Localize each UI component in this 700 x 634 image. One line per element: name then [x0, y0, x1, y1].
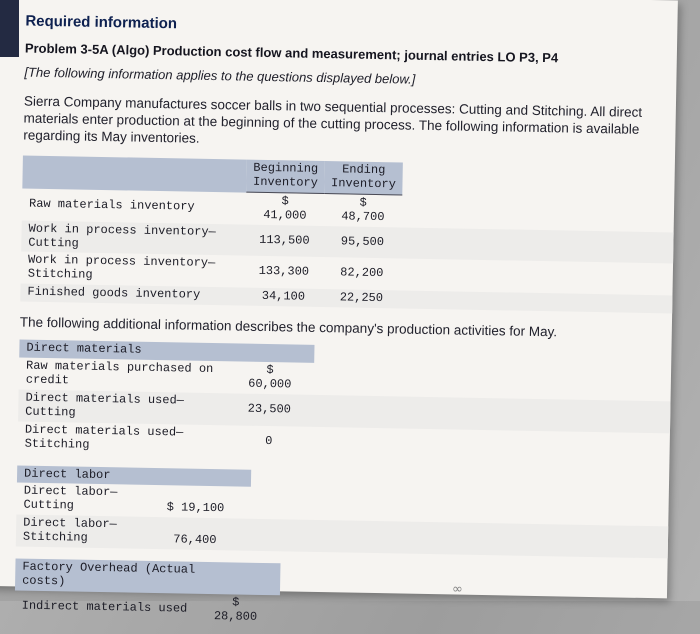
- cell-value: 23,500: [225, 393, 314, 426]
- row-label: Direct materials used—Stitching: [24, 422, 184, 452]
- row-label: Raw materials inventory: [28, 196, 195, 214]
- cell-value: $ 60,000: [226, 361, 315, 394]
- direct-materials-table: Direct materials Raw materials purchased…: [17, 339, 671, 465]
- additional-info-text: The following additional information des…: [19, 314, 558, 340]
- col-header-ending-inventory: Ending Inventory: [324, 161, 403, 196]
- row-label: Work in process inventory—Stitching: [27, 253, 216, 283]
- cell-value: 113,500: [245, 224, 324, 257]
- problem-title: Problem 3-5A (Algo) Production cost flow…: [24, 40, 559, 66]
- applies-note: [The following information applies to th…: [24, 64, 416, 87]
- amount: 0: [265, 433, 273, 448]
- amount: 60,000: [248, 376, 292, 392]
- cell-value: 22,250: [322, 289, 400, 308]
- amount: 76,400: [173, 532, 217, 548]
- screen-corner-strip: [0, 0, 19, 57]
- amount: 41,000: [263, 207, 307, 223]
- amount: 28,800: [213, 608, 258, 624]
- direct-labor-table: Direct labor Direct labor—Cutting $ 19,1…: [15, 464, 669, 559]
- amount: 48,700: [341, 209, 385, 224]
- page-sheet: Required information Problem 3-5A (Algo)…: [0, 0, 678, 624]
- amount: 95,500: [340, 233, 385, 249]
- intro-paragraph: Sierra Company manufactures soccer balls…: [23, 93, 643, 146]
- cell-value: 76,400: [148, 517, 251, 551]
- row-label: Raw materials purchased on credit: [25, 358, 214, 388]
- dollar-sign: $: [232, 595, 240, 610]
- amount: $ 19,100: [166, 500, 225, 516]
- amount: 113,500: [259, 232, 310, 248]
- cell-value: $ 48,700: [324, 194, 403, 227]
- col-header-beginning-inventory: Beginning Inventory: [246, 159, 325, 194]
- cell-value: 34,100: [244, 288, 322, 307]
- amount: 34,100: [261, 289, 306, 304]
- amount: 22,250: [339, 290, 384, 306]
- factory-overhead-table: Factory Overhead (Actual costs) Indirect…: [14, 558, 667, 634]
- cell-value: 0: [224, 425, 313, 458]
- row-label: Direct labor—Cutting: [23, 484, 118, 513]
- row-label: Indirect materials used: [21, 598, 188, 616]
- section-header-text: Factory Overhead (Actual costs): [22, 559, 196, 589]
- amount: 23,500: [247, 401, 292, 417]
- inventory-header-spacer: [22, 155, 247, 193]
- amount: 133,300: [258, 264, 310, 280]
- cell-value: $ 28,800: [191, 594, 280, 627]
- row-label: Direct materials used—Cutting: [25, 390, 185, 420]
- cell-value: $ 41,000: [246, 192, 325, 225]
- row-label: Finished goods inventory: [27, 284, 201, 303]
- inventory-table: Beginning Inventory Ending Inventory Raw…: [20, 155, 675, 314]
- row-label: Direct labor—Stitching: [22, 515, 117, 545]
- bottom-smudge-mark: ∞: [452, 582, 463, 597]
- amount: 82,200: [340, 265, 384, 281]
- cell-value: $ 19,100: [148, 485, 251, 519]
- cell-value: 82,200: [323, 257, 402, 290]
- row-label: Work in process inventory—Cutting: [28, 221, 216, 251]
- cell-value: 95,500: [323, 226, 402, 259]
- section-header: Factory Overhead (Actual costs): [14, 558, 281, 596]
- page-title: Required information: [25, 12, 178, 33]
- cell-value: 133,300: [245, 256, 324, 289]
